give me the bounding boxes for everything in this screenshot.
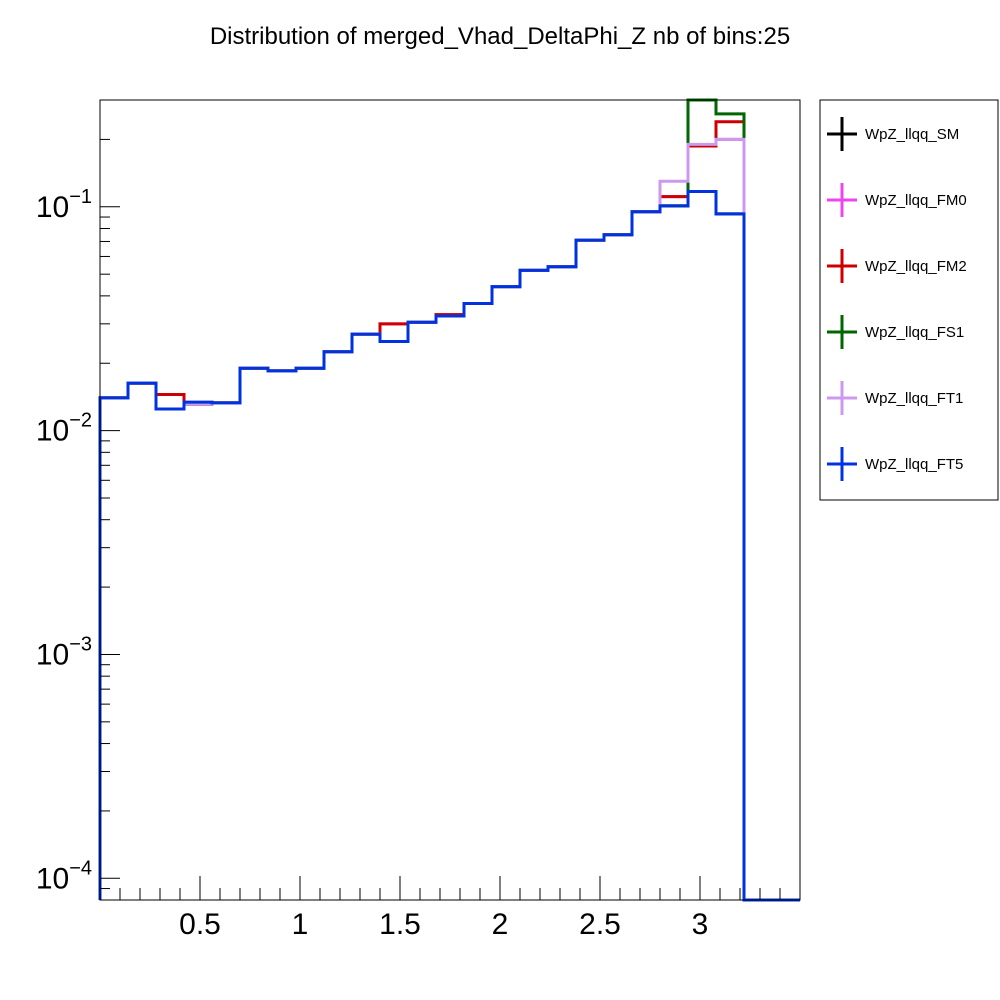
y-tick-exponent: −3	[69, 633, 92, 655]
legend-box	[819, 99, 999, 501]
x-tick-label: 2	[492, 908, 509, 941]
series-layer	[98, 98, 800, 902]
y-tick-label: 10−1	[36, 186, 92, 224]
legend: WpZ_llqq_SM WpZ_llqq_FM0 WpZ_llqq_FM2 WpZ_l…	[819, 99, 999, 501]
legend-label: WpZ_llqq_FT5	[865, 456, 963, 473]
y-tick-label: 10−3	[36, 633, 92, 671]
chart-title: Distribution of merged_Vhad_DeltaPhi_Z n…	[210, 23, 790, 50]
y-tick-label: 10−2	[36, 410, 92, 448]
plot-frame	[99, 99, 801, 901]
x-tick-label: 1	[292, 908, 309, 941]
x-tick-label: 0.5	[179, 908, 221, 941]
y-tick-label: 10−4	[36, 857, 92, 895]
y-tick-exponent: −4	[69, 857, 92, 879]
y-tick-exponent: −1	[69, 186, 92, 208]
legend-label: WpZ_llqq_FS1	[865, 324, 964, 341]
legend-label: WpZ_llqq_FM0	[865, 192, 967, 209]
y-tick-base: 10	[36, 862, 69, 895]
y-tick-base: 10	[36, 191, 69, 224]
x-tick-label: 2.5	[579, 908, 621, 941]
y-tick-exponent: −2	[69, 410, 92, 432]
y-tick-base: 10	[36, 415, 69, 448]
legend-label: WpZ_llqq_FT1	[865, 390, 963, 407]
axis-layer: 0.5 1 1.5 2 2.5 310−110−210−310−4	[36, 138, 781, 941]
x-tick-label: 3	[692, 908, 709, 941]
x-tick-label: 1.5	[379, 908, 421, 941]
legend-label: WpZ_llqq_SM	[865, 126, 959, 143]
legend-label: WpZ_llqq_FM2	[865, 258, 967, 275]
y-tick-base: 10	[36, 638, 69, 671]
series-line-5	[98, 190, 800, 902]
